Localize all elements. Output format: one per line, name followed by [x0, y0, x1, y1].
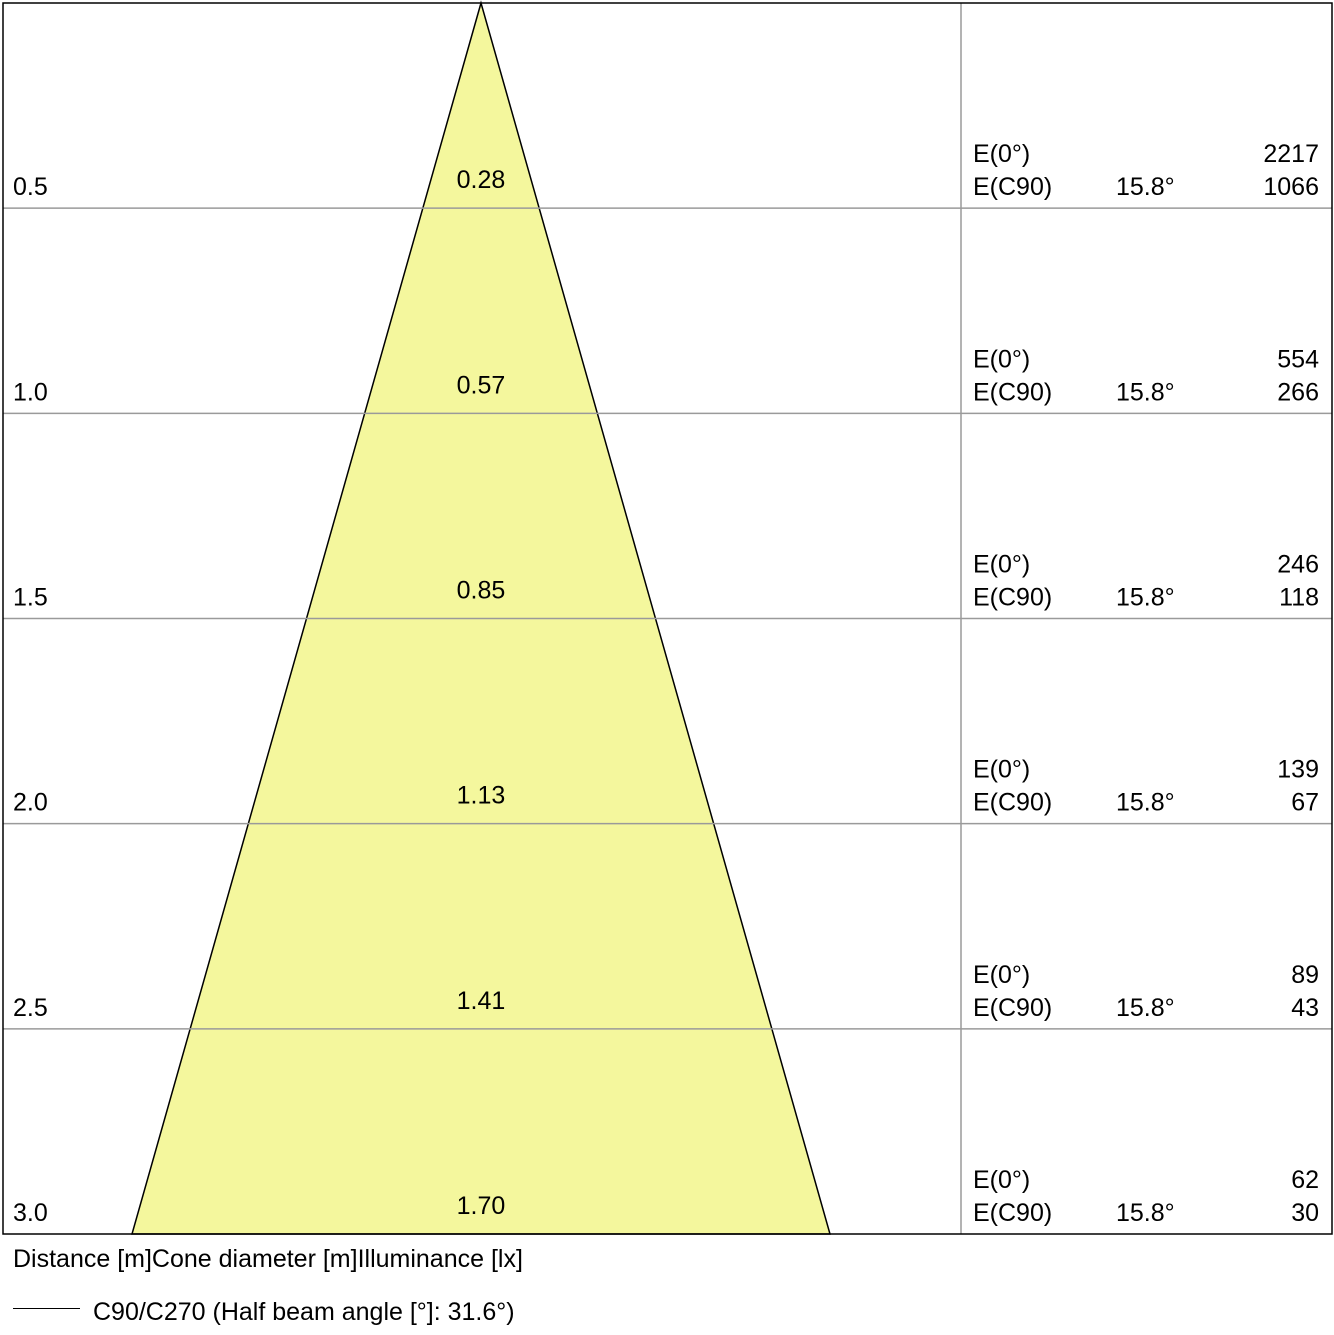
ec90-label: E(C90): [973, 1199, 1052, 1227]
cone-diagram: 0.5 0.28 E(0°) 2217 E(C90) 15.8° 1066 1.0 0.57 E(…: [2, 0, 1333, 1235]
half-angle-label: 15.8°: [1116, 789, 1175, 817]
e0-value: 62: [1291, 1166, 1319, 1194]
ec90-label: E(C90): [973, 584, 1052, 612]
distance-row: 2.0 1.13 E(0°) 139 E(C90) 15.8° 67: [13, 756, 1319, 817]
distance-row: 0.5 0.28 E(0°) 2217 E(C90) 15.8° 1066: [13, 140, 1319, 201]
distance-row: 1.5 0.85 E(0°) 246 E(C90) 15.8° 118: [13, 551, 1319, 612]
cone-diameter-label: 0.57: [457, 371, 506, 399]
legend-label: C90/C270 (Half beam angle [°]: 31.6°): [93, 1298, 515, 1326]
distance-label: 3.0: [13, 1199, 48, 1227]
e0-value: 246: [1277, 551, 1319, 579]
half-angle-label: 15.8°: [1116, 378, 1175, 406]
cone-diameter-label: 1.13: [457, 782, 506, 810]
ec90-label: E(C90): [973, 789, 1052, 817]
ec90-label: E(C90): [973, 994, 1052, 1022]
axis-caption: Distance [m]Cone diameter [m]Illuminance…: [13, 1245, 523, 1273]
half-angle-label: 15.8°: [1116, 1199, 1175, 1227]
e0-value: 554: [1277, 345, 1319, 373]
e0-value: 2217: [1263, 140, 1319, 168]
ec90-value: 118: [1279, 584, 1319, 612]
e0-label: E(0°): [973, 1166, 1030, 1194]
diagram-frame: [2, 2, 1333, 1235]
cone-diameter-label: 1.41: [457, 987, 506, 1015]
ec90-value: 43: [1291, 994, 1319, 1022]
e0-label: E(0°): [973, 345, 1030, 373]
distance-gridlines: [3, 207, 1332, 1030]
cone-diameter-label: 0.28: [457, 166, 506, 194]
half-angle-label: 15.8°: [1116, 173, 1175, 201]
cone-diameter-label: 1.70: [457, 1192, 506, 1220]
e0-label: E(0°): [973, 961, 1030, 989]
e0-value: 89: [1291, 961, 1319, 989]
e0-label: E(0°): [973, 140, 1030, 168]
distance-row: 3.0 1.70 E(0°) 62 E(C90) 15.8° 30: [13, 1166, 1319, 1227]
distance-label: 2.5: [13, 994, 48, 1022]
distance-label: 0.5: [13, 173, 48, 201]
cone-diameter-label: 0.85: [457, 577, 506, 605]
half-angle-label: 15.8°: [1116, 584, 1175, 612]
ec90-label: E(C90): [973, 173, 1052, 201]
legend-line-sample: [13, 1308, 80, 1309]
distance-label: 2.0: [13, 789, 48, 817]
ec90-value: 266: [1277, 378, 1319, 406]
distance-label: 1.5: [13, 584, 48, 612]
e0-label: E(0°): [973, 756, 1030, 784]
ec90-value: 30: [1291, 1199, 1319, 1227]
row-labels: 0.5 0.28 E(0°) 2217 E(C90) 15.8° 1066 1.0 0.57 E(…: [13, 140, 1319, 1227]
distance-row: 1.0 0.57 E(0°) 554 E(C90) 15.8° 266: [13, 345, 1319, 406]
half-angle-label: 15.8°: [1116, 994, 1175, 1022]
ec90-value: 67: [1291, 789, 1319, 817]
distance-row: 2.5 1.41 E(0°) 89 E(C90) 15.8° 43: [13, 961, 1319, 1022]
distance-label: 1.0: [13, 378, 48, 406]
e0-value: 139: [1277, 756, 1319, 784]
ec90-label: E(C90): [973, 378, 1052, 406]
e0-label: E(0°): [973, 551, 1030, 579]
ec90-value: 1066: [1263, 173, 1319, 201]
